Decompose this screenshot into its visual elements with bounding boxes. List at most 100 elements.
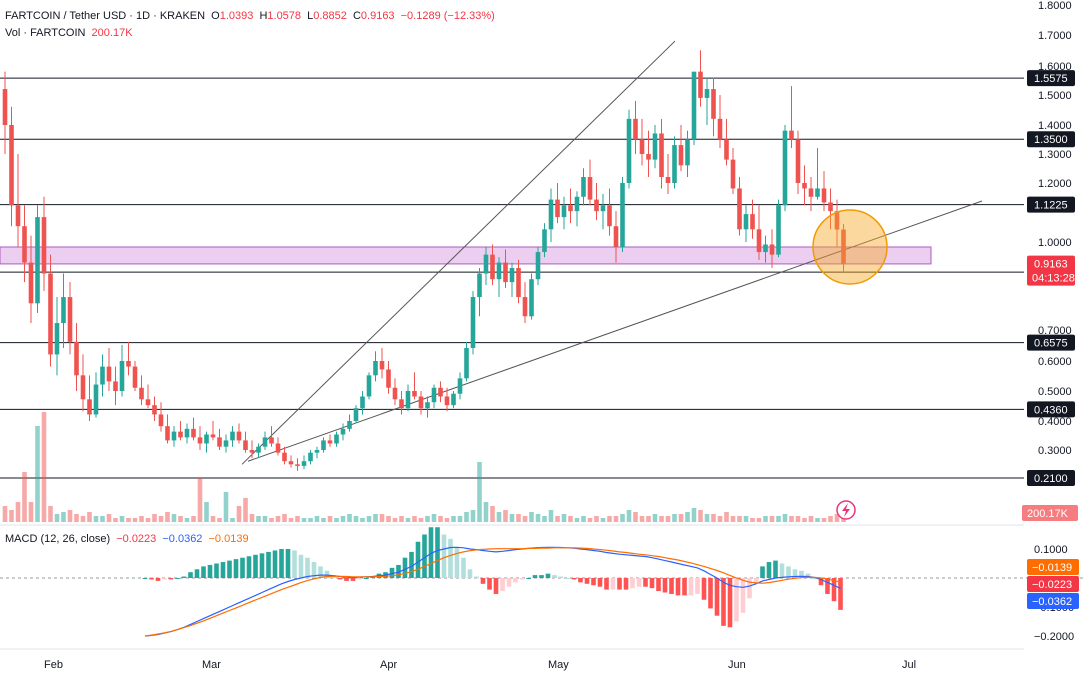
candle-body <box>522 297 528 317</box>
macd-hist-bar <box>623 578 629 590</box>
candle-body <box>184 428 190 438</box>
candle-body <box>841 229 846 264</box>
candle-body <box>750 214 755 230</box>
candle-body <box>425 402 430 409</box>
candle-body <box>691 71 697 140</box>
candle-body <box>67 297 73 342</box>
countdown-label: 04:13:28 <box>1032 273 1075 285</box>
y-tick-label: 0.4000 <box>1038 416 1072 428</box>
volume-bar <box>834 514 840 522</box>
volume-bar <box>373 514 378 522</box>
volume-bar <box>9 510 14 522</box>
macd-hist-bar <box>318 566 323 578</box>
volume-bar <box>763 516 768 522</box>
macd-tag <box>1027 576 1079 592</box>
x-tick-label: May <box>548 659 569 671</box>
level-tag-label: 0.6575 <box>1034 338 1068 350</box>
macd-hist-bar <box>656 578 661 592</box>
macd-signal-value: −0.0139 <box>208 533 249 545</box>
candle-body <box>555 199 560 218</box>
candle-body <box>457 378 463 394</box>
volume-bar <box>529 512 534 522</box>
candle-body <box>737 188 742 230</box>
candle-body <box>399 399 404 409</box>
macd-hist-bar <box>766 562 772 578</box>
candle-body <box>48 273 53 355</box>
candle-body <box>165 426 170 441</box>
candle-body <box>87 399 92 415</box>
highlight-circle <box>812 209 888 285</box>
candle-body <box>769 244 775 255</box>
macd-hist-bar <box>519 578 525 580</box>
price-tag <box>1027 255 1075 286</box>
macd-hist-bar <box>162 578 167 580</box>
volume-bar <box>418 518 424 522</box>
candle-body <box>756 229 762 253</box>
candle-body <box>178 431 183 438</box>
x-tick-label: Jul <box>902 659 916 671</box>
macd-hist-bar <box>597 578 603 587</box>
volume-bar <box>698 510 703 522</box>
volume-bar <box>366 516 372 522</box>
candle-body <box>587 177 593 200</box>
macd-hist-bar <box>259 553 265 578</box>
candle-body <box>9 125 14 206</box>
volume-bar <box>210 516 216 522</box>
macd-hist-bar <box>812 578 817 579</box>
y-tick-label: 1.7000 <box>1038 30 1072 42</box>
volume-bar <box>769 516 775 522</box>
macd-hist-value: −0.0223 <box>116 533 157 545</box>
volume-bar <box>444 518 450 522</box>
candle-body <box>100 366 105 385</box>
volume-bar <box>262 516 268 522</box>
candle-body <box>379 361 385 370</box>
candle-body <box>613 226 619 247</box>
candle-body <box>2 89 8 125</box>
macd-hist-bar <box>727 578 733 628</box>
volume-bar <box>626 510 632 522</box>
candle-body <box>295 464 300 466</box>
macd-hist-bar <box>142 578 148 579</box>
macd-tick-label: −0.2000 <box>1034 631 1074 643</box>
y-tick-label: 0.5000 <box>1038 386 1072 398</box>
volume-tag <box>1022 505 1078 521</box>
candle-body <box>535 252 541 280</box>
candle-body <box>392 387 398 400</box>
volume-bar <box>724 512 729 522</box>
macd-hist-bar <box>825 578 830 594</box>
level-tag <box>1027 401 1075 418</box>
candle-body <box>815 188 820 197</box>
volume-bar <box>659 516 664 522</box>
high-value: 1.0578 <box>267 10 302 22</box>
macd-hist-bar <box>545 573 551 578</box>
macd-hist-bar <box>714 578 720 616</box>
candle-body <box>730 159 736 189</box>
volume-bar <box>821 518 827 522</box>
macd-hist-bar <box>831 578 837 602</box>
candle-body <box>483 254 489 274</box>
macd-hist-bar <box>474 576 479 578</box>
candle-body <box>503 262 508 283</box>
volume-bar <box>295 516 300 522</box>
candle-body <box>431 387 437 403</box>
candle-body <box>139 387 144 400</box>
candle-body <box>93 384 99 415</box>
candle-body <box>35 217 40 304</box>
macd-hist-bar <box>506 578 512 587</box>
candle-body <box>249 450 255 453</box>
macd-hist-bar <box>285 549 291 578</box>
volume-bar <box>249 514 255 522</box>
macd-hist-bar <box>786 566 791 578</box>
macd-hist-bar <box>311 562 317 578</box>
candle-body <box>665 177 671 183</box>
macd-hist-bar <box>805 573 811 578</box>
volume-bar <box>802 518 807 522</box>
candle-body <box>217 437 222 447</box>
volume-bar <box>483 502 489 522</box>
candle-body <box>405 391 411 409</box>
macd-hist-bar <box>753 578 759 583</box>
volume-bar <box>652 514 658 522</box>
volume-bar <box>48 506 53 522</box>
macd-hist-bar <box>552 575 557 578</box>
